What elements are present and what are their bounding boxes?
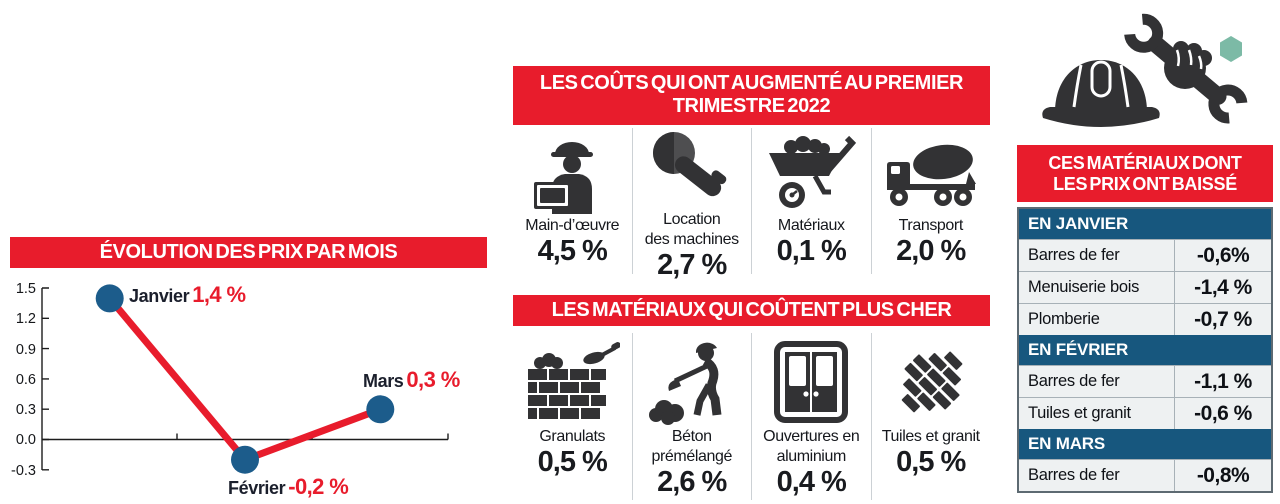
costs-grid: Main-d’œuvre 4,5 % Location des machines… bbox=[513, 128, 991, 281]
row-label: Barres de fer bbox=[1028, 372, 1120, 390]
point-value: 0,3 % bbox=[406, 367, 460, 392]
row-label: Barres de fer bbox=[1028, 466, 1120, 484]
material-item-beton: Béton prémélangé 2,6 % bbox=[631, 333, 752, 500]
hardhat-wrench-icon bbox=[1042, 13, 1248, 127]
angle-grinder-icon bbox=[644, 128, 740, 208]
table-row: Barres de fer -0,8% bbox=[1019, 459, 1271, 491]
row-value: -0,6% bbox=[1174, 240, 1271, 271]
data-point-janvier bbox=[95, 284, 124, 313]
item-label: Transport bbox=[898, 217, 964, 234]
point-label-mars: Mars 0,3 % bbox=[363, 367, 460, 393]
trend-line bbox=[106, 294, 384, 464]
item-value: 2,7 % bbox=[657, 249, 727, 281]
y-tick-label: 0.0 bbox=[16, 432, 36, 448]
decrease-table: EN JANVIER Barres de fer -0,6% Menuiseri… bbox=[1017, 207, 1273, 493]
row-value: -0,7 % bbox=[1174, 304, 1271, 335]
item-value: 0,1 % bbox=[776, 235, 847, 267]
banner-line1: LES COÛTS QUI ONT AUGMENTÉ AU PREMIER bbox=[539, 72, 964, 94]
concrete-worker-icon bbox=[644, 333, 740, 425]
month-label: Mars bbox=[363, 371, 404, 391]
decrease-panel-title-banner: CES MATÉRIAUX DONT LES PRIX ONT BAISSÉ bbox=[1017, 145, 1273, 202]
costs-section-title-banner: LES COÛTS QUI ONT AUGMENTÉ AU PREMIER TR… bbox=[513, 66, 990, 125]
brick-wall-icon bbox=[524, 333, 621, 425]
row-label: Barres de fer bbox=[1028, 246, 1120, 264]
table-section-header-janvier: EN JANVIER bbox=[1019, 209, 1271, 239]
month-label: Février bbox=[228, 478, 286, 498]
item-label: des machines bbox=[644, 231, 739, 248]
item-label: Tuiles et granit bbox=[881, 428, 980, 445]
aluminium-doors-icon bbox=[763, 333, 859, 425]
row-value: -1,4 % bbox=[1174, 272, 1271, 303]
row-value: -0,6 % bbox=[1174, 398, 1271, 429]
data-point-mars bbox=[366, 395, 395, 424]
materials-grid: Granulats 0,5 % Béton prémélangé 2,6 % bbox=[513, 333, 990, 500]
y-tick-label: 0.9 bbox=[16, 342, 36, 358]
item-label: Location bbox=[663, 211, 721, 228]
month-label: Janvier bbox=[129, 286, 190, 306]
row-value: -1,1 % bbox=[1174, 366, 1271, 397]
cost-item-main-doeuvre: Main-d’œuvre 4,5 % bbox=[513, 128, 632, 274]
y-tick-label: 1.2 bbox=[16, 311, 36, 327]
data-point-fevrier bbox=[231, 445, 259, 474]
point-value: 1,4 % bbox=[192, 282, 246, 307]
chart-title-banner: ÉVOLUTION DES PRIX PAR MOIS bbox=[10, 237, 487, 268]
row-label: Menuiserie bois bbox=[1028, 278, 1140, 296]
item-value: 2,0 % bbox=[896, 235, 966, 267]
table-section-header-fevrier: EN FÉVRIER bbox=[1019, 335, 1271, 365]
item-label: Matériaux bbox=[777, 217, 845, 234]
item-value: 4,5 % bbox=[537, 235, 608, 267]
tiles-icon bbox=[883, 333, 979, 425]
item-label: Main-d’œuvre bbox=[525, 217, 620, 234]
worker-laptop-icon bbox=[524, 128, 620, 214]
material-item-granulats: Granulats 0,5 % bbox=[513, 333, 632, 500]
mixer-truck-icon bbox=[883, 128, 979, 214]
wheelbarrow-icon bbox=[763, 128, 859, 214]
point-label-janvier: Janvier 1,4 % bbox=[129, 282, 246, 308]
table-row: Menuiserie bois -1,4 % bbox=[1019, 271, 1271, 303]
item-label: Béton bbox=[671, 428, 712, 445]
row-label: Tuiles et granit bbox=[1028, 404, 1131, 422]
row-label: Plomberie bbox=[1028, 310, 1100, 328]
point-value: -0,2 % bbox=[288, 474, 349, 499]
price-evolution-line-chart: 1.5 1.2 0.9 0.6 0.3 0.0 -0.3 bbox=[11, 281, 449, 479]
item-value: 0,5 % bbox=[896, 446, 966, 478]
item-value: 0,4 % bbox=[776, 466, 847, 498]
table-row: Barres de fer -0,6% bbox=[1019, 239, 1271, 271]
item-value: 0,5 % bbox=[537, 446, 608, 478]
y-tick-label: 0.3 bbox=[16, 402, 36, 418]
row-value: -0,8% bbox=[1174, 460, 1271, 491]
item-label: prémélangé bbox=[651, 448, 732, 465]
banner-line1: CES MATÉRIAUX DONT bbox=[1048, 153, 1242, 173]
banner-line2: LES PRIX ONT BAISSÉ bbox=[1053, 174, 1237, 194]
material-item-tuiles: Tuiles et granit 0,5 % bbox=[870, 333, 991, 500]
cost-item-location-machines: Location des machines 2,7 % bbox=[631, 128, 752, 281]
item-label: aluminium bbox=[776, 448, 847, 465]
y-tick-label: 0.6 bbox=[16, 372, 36, 388]
table-row: Plomberie -0,7 % bbox=[1019, 303, 1271, 335]
y-axis-ticks bbox=[42, 287, 49, 471]
point-label-fevrier: Février -0,2 % bbox=[228, 474, 349, 500]
cost-item-materiaux: Matériaux 0,1 % bbox=[751, 128, 871, 274]
y-tick-label: -0.3 bbox=[11, 463, 36, 479]
item-label: Ouvertures en bbox=[763, 428, 860, 445]
hex-nut-icon bbox=[1220, 36, 1242, 62]
table-row: Tuiles et granit -0,6 % bbox=[1019, 397, 1271, 429]
materials-section-title-banner: LES MATÉRIAUX QUI COÛTENT PLUS CHER bbox=[513, 295, 990, 326]
cost-item-transport: Transport 2,0 % bbox=[870, 128, 991, 274]
item-value: 2,6 % bbox=[657, 466, 727, 498]
table-section-header-mars: EN MARS bbox=[1019, 429, 1271, 459]
material-item-ouvertures: Ouvertures en aluminium 0,4 % bbox=[751, 333, 871, 500]
item-label: Granulats bbox=[539, 428, 606, 445]
table-row: Barres de fer -1,1 % bbox=[1019, 365, 1271, 397]
y-tick-label: 1.5 bbox=[16, 281, 36, 297]
banner-line2: TRIMESTRE 2022 bbox=[672, 95, 831, 117]
